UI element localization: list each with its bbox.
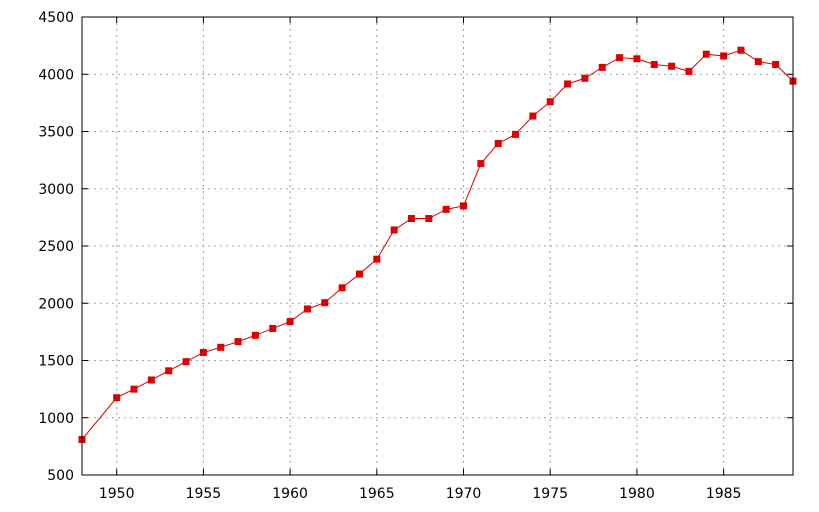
data-point-1980 <box>633 55 641 63</box>
data-point-1960 <box>286 318 294 326</box>
data-point-1984 <box>702 50 710 58</box>
x-tick-label: 1985 <box>706 486 742 502</box>
data-point-1983 <box>685 67 693 75</box>
x-tick-label: 1960 <box>272 486 308 502</box>
data-point-1953 <box>165 367 173 375</box>
data-point-1952 <box>147 376 155 384</box>
data-point-1959 <box>269 324 277 332</box>
x-tick-label: 1955 <box>186 486 222 502</box>
data-point-1968 <box>425 215 433 223</box>
data-point-1973 <box>512 130 520 138</box>
data-point-1962 <box>321 299 329 307</box>
y-tick-label: 500 <box>47 468 74 484</box>
data-point-1966 <box>390 226 398 234</box>
x-tick-label: 1950 <box>99 486 135 502</box>
x-tick-label: 1975 <box>532 486 568 502</box>
data-point-1985 <box>720 52 728 60</box>
data-point-1967 <box>407 215 415 223</box>
data-point-1951 <box>130 385 138 393</box>
data-point-1986 <box>737 46 745 54</box>
y-tick-label: 2000 <box>38 296 74 312</box>
data-point-1955 <box>199 348 207 356</box>
data-point-1982 <box>668 62 676 70</box>
y-tick-label: 1000 <box>38 411 74 427</box>
y-tick-label: 2500 <box>38 239 74 255</box>
data-point-1974 <box>529 112 537 120</box>
data-point-1988 <box>772 61 780 69</box>
series-line <box>81 49 794 440</box>
data-point-1975 <box>546 98 554 106</box>
y-tick-label: 3000 <box>38 182 74 198</box>
y-tick-label: 3500 <box>38 125 74 141</box>
data-point-1954 <box>182 358 190 366</box>
data-point-1964 <box>355 270 363 278</box>
tick-labels: 1950 1955 1960 1965 1970 1975 1980 1985 500 1000 1… <box>38 10 741 502</box>
y-tick-label: 4000 <box>38 67 74 83</box>
plot-frame <box>81 16 794 476</box>
data-point-1963 <box>338 284 346 292</box>
y-tick-label: 4500 <box>38 10 74 26</box>
x-tick-label: 1980 <box>619 486 655 502</box>
data-point-1977 <box>581 74 589 82</box>
data-point-1978 <box>598 63 606 71</box>
data-point-1979 <box>616 54 624 62</box>
data-point-1976 <box>564 80 572 88</box>
data-point-1972 <box>494 140 502 148</box>
data-point-1965 <box>373 255 381 263</box>
data-point-1987 <box>754 58 762 66</box>
series-line-layer <box>81 49 794 440</box>
x-tick-label: 1965 <box>359 486 395 502</box>
data-point-1961 <box>303 305 311 313</box>
data-point-1956 <box>217 343 225 351</box>
data-point-1958 <box>251 331 259 339</box>
data-point-1969 <box>442 205 450 213</box>
y-tick-label: 1500 <box>38 354 74 370</box>
x-tick-label: 1970 <box>446 486 482 502</box>
data-point-1950 <box>113 394 121 402</box>
data-points <box>78 46 797 444</box>
data-point-1971 <box>477 160 485 168</box>
data-point-1970 <box>460 202 468 210</box>
data-point-1957 <box>234 338 242 346</box>
data-point-1981 <box>650 61 658 69</box>
grid-lines <box>82 17 793 475</box>
